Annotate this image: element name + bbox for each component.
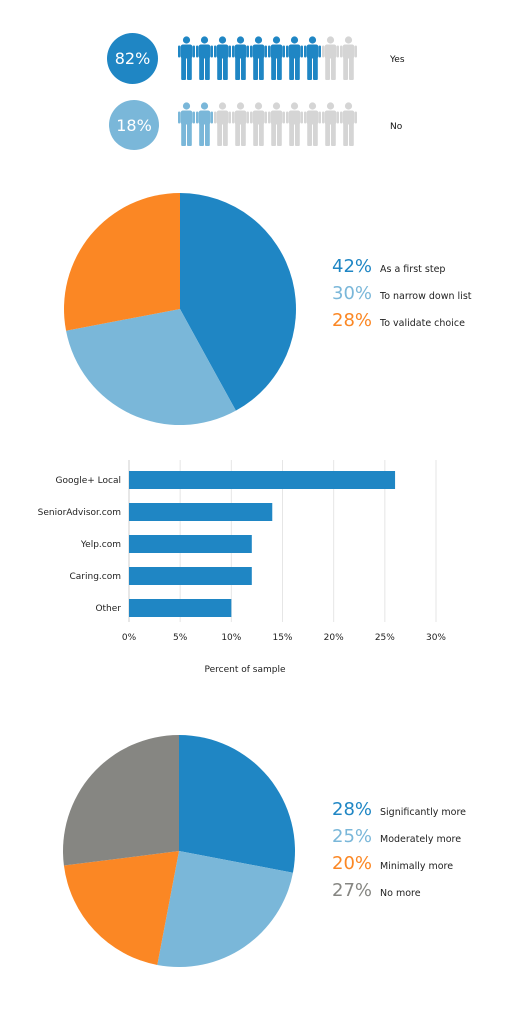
bar: [129, 503, 273, 521]
pie-slice: [157, 851, 293, 967]
legend-percent: 25%: [332, 826, 373, 847]
pie-slice: [63, 193, 180, 331]
category-label: Caring.com: [70, 572, 122, 582]
pie-legend-1: 42% As a first step 30% To narrow down l…: [332, 256, 472, 337]
percent-yes: 82%: [114, 49, 151, 68]
legend-label: No more: [380, 888, 421, 899]
legend-item: 28% Significantly more: [332, 799, 466, 826]
person-icon: [340, 36, 357, 80]
category-label: Google+ Local: [56, 476, 121, 486]
legend-percent: 42%: [332, 256, 373, 277]
bar: [129, 535, 252, 553]
person-icon: [232, 36, 249, 80]
x-axis-label: Percent of sample: [205, 665, 286, 675]
bar: [129, 567, 252, 585]
tick-label: 15%: [272, 633, 292, 643]
person-icon: [178, 102, 195, 146]
legend-item: 30% To narrow down list: [332, 283, 472, 310]
legend-percent: 20%: [332, 853, 373, 874]
legend-label: Moderately more: [380, 834, 462, 845]
person-icon: [340, 102, 357, 146]
person-icon: [250, 102, 267, 146]
person-icon: [268, 36, 285, 80]
pie-slice: [63, 735, 179, 866]
tick-label: 5%: [173, 633, 188, 643]
legend-label: Significantly more: [380, 807, 467, 818]
answer-label-yes: Yes: [390, 55, 405, 65]
person-icon: [214, 102, 231, 146]
category-label: Other: [95, 604, 121, 614]
person-icon: [304, 36, 321, 80]
legend-item: 42% As a first step: [332, 256, 472, 283]
person-icon: [214, 36, 231, 80]
pie-chart-1: [63, 193, 296, 425]
legend-percent: 28%: [332, 799, 373, 820]
percent-no: 18%: [116, 115, 152, 135]
legend-percent: 30%: [332, 283, 373, 304]
legend-label: Minimally more: [380, 861, 454, 872]
legend-item: 20% Minimally more: [332, 853, 466, 880]
pie-slice: [179, 735, 295, 873]
person-icon: [178, 36, 195, 80]
legend-item: 27% No more: [332, 880, 466, 907]
tick-label: 0%: [122, 633, 137, 643]
category-label: SeniorAdvisor.com: [38, 508, 121, 518]
people-row-yes: [178, 36, 357, 80]
pie-legend-2: 28% Significantly more 25% Moderately mo…: [332, 799, 466, 907]
person-icon: [304, 102, 321, 146]
percent-circle-yes: 82%: [107, 33, 158, 84]
bar-chart: 0% 5% 10% 15% 20% 25% 30% Google+ Local SeniorAd…: [38, 460, 446, 675]
pie-slice: [63, 851, 179, 965]
tick-label: 20%: [324, 633, 344, 643]
legend-label: As a first step: [380, 264, 446, 275]
legend-percent: 28%: [332, 310, 373, 331]
legend-percent: 27%: [332, 880, 373, 901]
person-icon: [232, 102, 249, 146]
person-icon: [196, 36, 213, 80]
person-icon: [322, 36, 339, 80]
legend-label: To validate choice: [380, 318, 465, 329]
legend-label: To narrow down list: [380, 291, 472, 302]
person-icon: [286, 36, 303, 80]
pie-chart-2: [63, 735, 295, 967]
people-row-no: [178, 102, 357, 146]
person-icon: [250, 36, 267, 80]
pie-slice: [180, 193, 296, 411]
person-icon: [322, 102, 339, 146]
bar: [129, 471, 396, 489]
answer-label-no: No: [390, 122, 403, 132]
tick-label: 10%: [221, 633, 241, 643]
tick-label: 25%: [375, 633, 395, 643]
percent-circle-no: 18%: [109, 100, 159, 150]
person-icon: [196, 102, 213, 146]
legend-item: 28% To validate choice: [332, 310, 472, 337]
person-icon: [268, 102, 285, 146]
tick-label: 30%: [426, 633, 446, 643]
person-icon: [286, 102, 303, 146]
pie-slice: [66, 309, 236, 425]
bar: [129, 599, 232, 617]
legend-item: 25% Moderately more: [332, 826, 466, 853]
category-label: Yelp.com: [80, 540, 121, 550]
